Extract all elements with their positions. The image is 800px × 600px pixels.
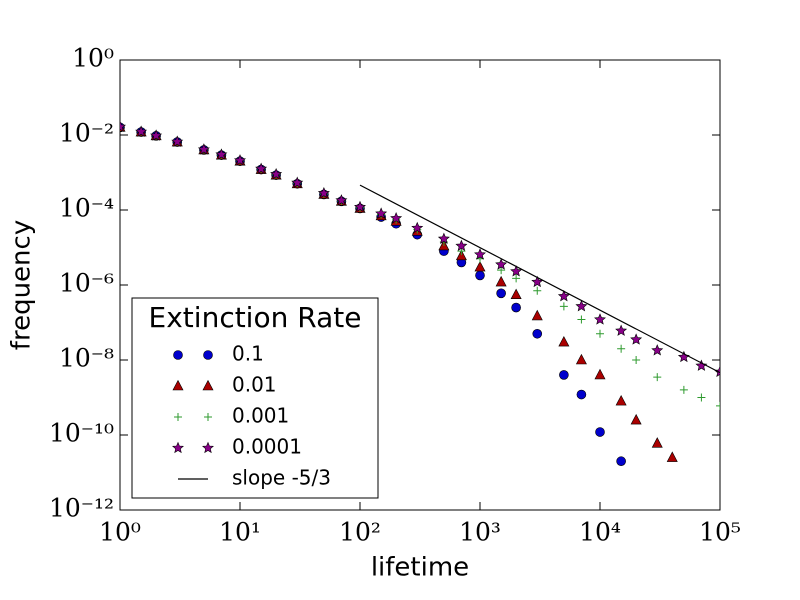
legend-marker	[173, 350, 183, 360]
x-tick-label: 10³	[459, 518, 501, 547]
legend-marker	[174, 413, 182, 421]
data-point	[531, 275, 544, 288]
data-point	[630, 333, 643, 345]
data-point	[616, 456, 626, 467]
data-point	[575, 353, 587, 365]
data-point	[575, 300, 588, 312]
data-point	[197, 143, 210, 155]
y-tick-label: 10⁻¹²	[49, 494, 114, 523]
data-point	[375, 207, 388, 219]
y-tick-label: 10⁻⁶	[59, 269, 114, 298]
data-point	[531, 309, 543, 321]
data-point	[150, 129, 163, 141]
data-point	[615, 324, 628, 336]
data-point	[495, 275, 507, 287]
data-point	[632, 356, 641, 364]
y-tick-label: 10⁻⁴	[59, 194, 114, 223]
legend-box	[131, 297, 379, 499]
data-point	[615, 394, 627, 406]
data-point	[617, 344, 626, 353]
data-point	[558, 335, 570, 347]
data-point	[594, 368, 606, 380]
data-point	[577, 315, 586, 324]
slope-line	[359, 184, 720, 374]
legend-marker	[204, 413, 212, 421]
data-point	[354, 200, 366, 213]
data-point	[679, 385, 688, 394]
x-tick-label: 10⁵	[699, 518, 741, 547]
legend-title: Extinction Rate	[149, 301, 362, 334]
data-point	[474, 248, 486, 260]
data-point	[291, 176, 304, 188]
legend-marker	[202, 441, 214, 454]
data-point	[630, 413, 642, 425]
data-point	[475, 270, 485, 281]
data-point	[651, 437, 663, 448]
data-point	[532, 328, 543, 339]
y-axis-label: frequency	[7, 220, 37, 350]
data-point	[512, 274, 521, 283]
legend-marker	[202, 379, 214, 391]
data-point	[697, 393, 706, 402]
data-point	[215, 148, 228, 160]
data-point	[411, 221, 424, 234]
x-axis-label: lifetime	[371, 553, 469, 583]
data-point	[496, 288, 506, 299]
data-point	[234, 154, 246, 166]
data-point	[455, 239, 468, 252]
y-tick-label: 10⁻¹⁰	[49, 419, 114, 448]
data-point	[559, 302, 568, 311]
data-point	[595, 427, 605, 437]
data-point	[596, 329, 604, 338]
data-point	[653, 373, 662, 382]
x-tick-label: 10⁰	[99, 518, 141, 547]
data-point	[335, 194, 348, 206]
legend-marker	[203, 350, 213, 360]
legend-label: 0.0001	[232, 435, 302, 459]
data-point	[510, 265, 523, 277]
legend-marker	[172, 441, 184, 454]
legend-label: 0.01	[232, 373, 277, 397]
plot-area	[120, 120, 720, 467]
legend-marker	[172, 379, 184, 391]
data-point	[255, 162, 268, 174]
data-point	[559, 370, 569, 380]
y-tick-label: 10⁻⁸	[59, 344, 114, 373]
data-point	[474, 260, 486, 272]
data-point	[171, 135, 184, 147]
data-point	[651, 344, 664, 356]
x-tick-label: 10²	[339, 518, 381, 547]
data-point	[510, 288, 522, 300]
data-point	[390, 212, 403, 224]
data-point	[533, 286, 542, 295]
data-point	[557, 290, 570, 302]
data-point	[135, 125, 148, 137]
data-point	[695, 359, 708, 371]
data-point	[495, 258, 508, 270]
y-tick-label: 10⁻²	[59, 119, 114, 148]
data-point	[511, 302, 521, 313]
data-point	[576, 389, 587, 400]
data-point	[437, 232, 450, 244]
data-point	[317, 186, 330, 199]
legend-label: slope -5/3	[232, 466, 331, 490]
data-point	[716, 401, 720, 410]
x-tick-label: 10¹	[219, 518, 261, 547]
x-tick-label: 10⁴	[579, 518, 621, 547]
data-point	[666, 451, 678, 462]
data-point	[120, 120, 126, 132]
data-point	[270, 167, 283, 180]
legend-label: 0.001	[232, 404, 289, 428]
legend-label: 0.1	[232, 342, 264, 366]
data-point	[594, 313, 606, 325]
y-tick-label: 10⁰	[72, 44, 114, 73]
